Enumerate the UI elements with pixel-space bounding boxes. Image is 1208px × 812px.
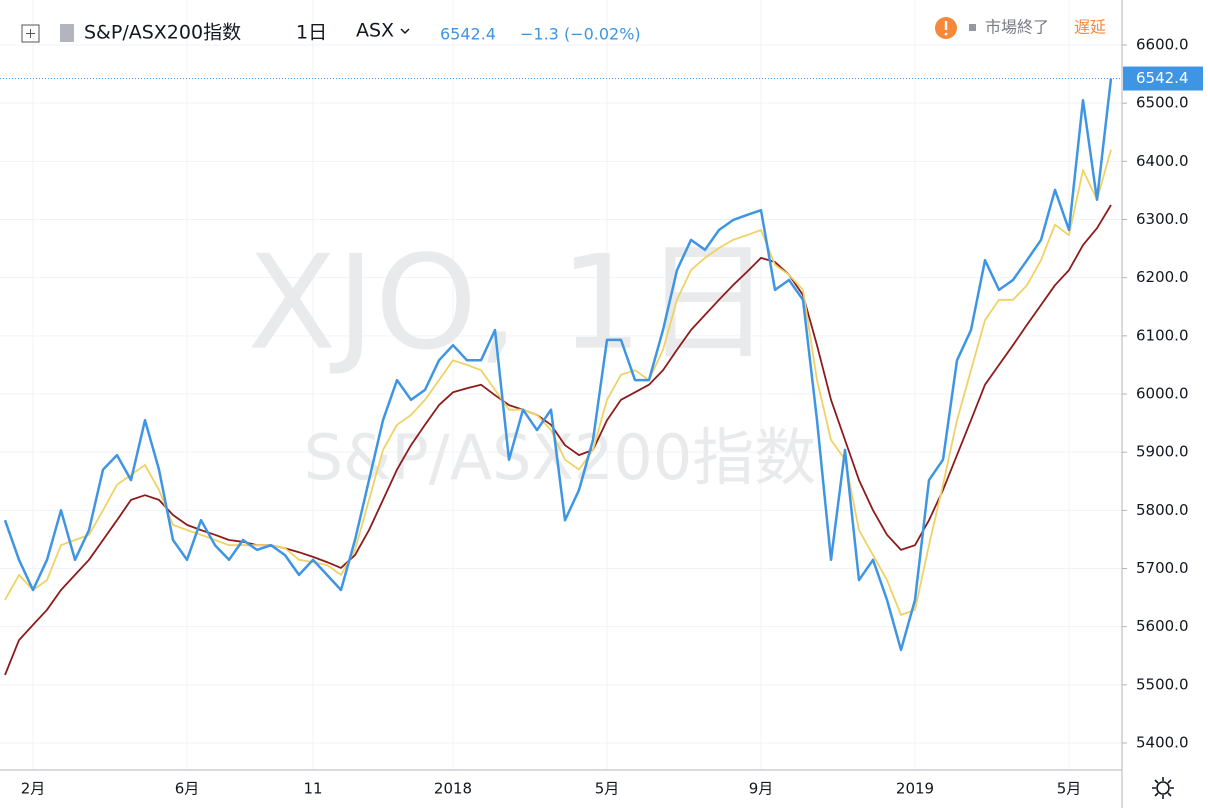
- y-tick-label: 5400.0: [1136, 734, 1189, 752]
- last-price-box: [1123, 66, 1203, 91]
- x-tick-label: 2019: [896, 780, 934, 798]
- y-tick-label: 5600.0: [1136, 617, 1189, 635]
- status-icon: [969, 24, 976, 31]
- y-tick-label: 6600.0: [1136, 36, 1189, 54]
- symbol[interactable]: S&P/ASX200指数: [84, 22, 241, 44]
- y-tick-label: 5500.0: [1136, 675, 1189, 693]
- add-icon-plus: [26, 29, 35, 38]
- plot: [0, 78, 1122, 676]
- change: −1.3 (−0.02%): [520, 25, 641, 44]
- x-tick-label: 5月: [1057, 780, 1082, 798]
- y-tick-label: 6300.0: [1136, 210, 1189, 228]
- dropdown-caret[interactable]: [400, 28, 410, 35]
- x-tick-label: 2018: [434, 780, 472, 798]
- interval[interactable]: 1日: [296, 22, 327, 44]
- y-tick-label: 6500.0: [1136, 94, 1189, 112]
- y-tick-label: 5900.0: [1136, 443, 1189, 461]
- y-tick-label: 5800.0: [1136, 501, 1189, 519]
- market-status: 市場終了: [985, 18, 1049, 37]
- exchange[interactable]: ASX: [356, 20, 394, 42]
- series-line: [4, 149, 1112, 616]
- alert-dot: [944, 32, 948, 36]
- series-line: [4, 204, 1112, 676]
- last-price: 6542.4: [440, 25, 496, 44]
- y-tick-label: 6100.0: [1136, 326, 1189, 344]
- y-tick-label: 6400.0: [1136, 152, 1189, 170]
- y-tick-label: 5700.0: [1136, 559, 1189, 577]
- delay[interactable]: 遅延: [1074, 18, 1106, 37]
- last-price-label: 6542.4: [1136, 69, 1189, 87]
- symbol-icon: [60, 24, 74, 42]
- watermark: XJO, 1日: [247, 227, 772, 379]
- x-tick-label: 5月: [595, 780, 620, 798]
- x-tick-label: 11: [303, 780, 322, 798]
- x-tick-label: 2月: [21, 780, 46, 798]
- y-tick-label: 6000.0: [1136, 385, 1189, 403]
- y-tick-label: 6200.0: [1136, 268, 1189, 286]
- x-tick-label: 9月: [749, 780, 774, 798]
- add-icon[interactable]: [21, 24, 40, 43]
- x-tick-label: 6月: [175, 780, 200, 798]
- settings-icon[interactable]: [1152, 777, 1174, 799]
- series-line: [3, 78, 1113, 652]
